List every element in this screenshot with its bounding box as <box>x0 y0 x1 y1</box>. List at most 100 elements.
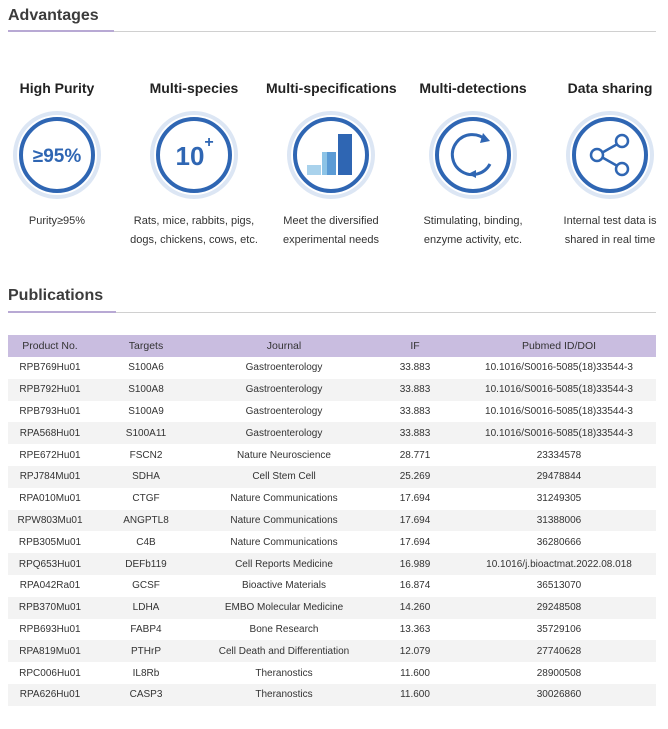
feature-high-purity: High Purity ≥95% Purity≥95% <box>0 78 122 231</box>
impact-factor-cell: 16.989 <box>368 553 462 575</box>
publications-rule <box>8 312 656 313</box>
target-cell: C4B <box>136 536 156 548</box>
table-row: RPB792Hu01 S100A8 Gastroenterology 33.883 10… <box>8 378 656 401</box>
column-header: IF <box>368 335 462 357</box>
feature-title: Multi-specifications <box>266 80 397 96</box>
impact-factor-cell: 28.771 <box>399 449 431 461</box>
impact-factor-cell: 25.269 <box>368 465 462 488</box>
column-header: Product No. <box>8 335 92 357</box>
product-no-cell: RPA626Hu01 <box>8 683 92 706</box>
product-no-cell: RPB769Hu01 <box>19 362 81 374</box>
feature-multi-specifications: Multi-specifications Meet the diversifie… <box>266 78 397 250</box>
target-cell: GCSF <box>132 580 160 592</box>
journal-cell: Nature Communications <box>200 509 368 532</box>
column-header: Journal <box>200 335 368 357</box>
species-badge-plus: + <box>204 134 213 151</box>
product-no-cell: RPJ784Mu01 <box>8 465 92 488</box>
impact-factor-cell: 33.883 <box>399 405 431 417</box>
journal-cell: Nature Neuroscience <box>237 449 331 461</box>
impact-factor-cell: 33.883 <box>399 362 431 374</box>
journal-cell: Theranostics <box>255 667 313 679</box>
target-cell: FSCN2 <box>129 449 163 461</box>
publications-table: Product No. Targets Journal IF Pubmed ID… <box>8 335 656 706</box>
impact-factor-cell: 14.260 <box>368 596 462 619</box>
species-badge-number: 10 <box>176 141 205 171</box>
journal-cell: Nature Communications <box>230 536 338 548</box>
journal-cell: EMBO Molecular Medicine <box>200 596 368 619</box>
publications-title: Publications <box>8 287 104 304</box>
impact-factor-cell: 17.694 <box>368 509 462 532</box>
feature-multi-species: Multi-species 10 + Rats, mice, rabbits, … <box>129 78 259 250</box>
impact-factor-cell: 33.883 <box>368 422 462 445</box>
impact-factor-cell: 17.694 <box>399 536 431 548</box>
target-cell: FABP4 <box>130 623 162 635</box>
impact-factor-cell: 11.600 <box>368 683 462 706</box>
feature-desc-line: Meet the diversified <box>283 215 379 227</box>
table-row: RPC006Hu01 IL8Rb Theranostics 11.600 2890050… <box>8 662 656 684</box>
product-no-cell: RPB793Hu01 <box>19 405 81 417</box>
feature-title: Data sharing <box>567 80 653 96</box>
table-row: RPA568Hu01 S100A11 Gastroenterology 33.883 1… <box>8 422 656 445</box>
pubmed-doi-cell: 10.1016/j.bioactmat.2022.08.018 <box>462 553 656 575</box>
journal-cell: Gastroenterology <box>245 405 323 417</box>
target-cell: LDHA <box>92 596 200 619</box>
table-row: RPA010Mu01 CTGF Nature Communications 17.69… <box>8 488 656 510</box>
feature-title: Multi-species <box>149 80 239 96</box>
table-row: RPA042Ra01 GCSF Bioactive Materials 16.874 3… <box>8 575 656 597</box>
table-row: RPQ653Hu01 DEFb119 Cell Reports Medicine 16… <box>8 553 656 575</box>
product-no-cell: RPA819Mu01 <box>8 640 92 663</box>
table-row: RPW803Mu01 ANGPTL8 Nature Communications 17… <box>8 509 656 532</box>
pubmed-doi-cell: 36513070 <box>536 580 582 592</box>
journal-cell: Bone Research <box>249 623 319 635</box>
product-no-cell: RPC006Hu01 <box>19 667 81 679</box>
table-header-row: Product No. Targets Journal IF Pubmed ID… <box>8 335 656 357</box>
target-cell: S100A9 <box>128 405 164 417</box>
journal-cell: Gastroenterology <box>200 422 368 445</box>
publications-accent-rule <box>8 311 116 313</box>
journal-cell: Nature Communications <box>230 493 338 505</box>
publications-table-body: RPB769Hu01 S100A6 Gastroenterology 33.883 10… <box>8 357 656 706</box>
table-row: RPJ784Mu01 SDHA Cell Stem Cell 25.269 294788… <box>8 465 656 488</box>
feature-multi-detections: Multi-detections Stimulating, binding, e… <box>408 78 538 250</box>
advantages-accent-rule <box>8 30 114 32</box>
feature-desc-line: Rats, mice, rabbits, pigs, <box>133 215 255 227</box>
feature-desc-line: Stimulating, binding, <box>423 215 523 227</box>
feature-data-sharing: Data sharing Internal test data is share… <box>545 78 668 250</box>
feature-desc-line: Internal test data is <box>563 215 657 227</box>
pubmed-doi-cell: 28900508 <box>536 667 582 679</box>
impact-factor-cell: 12.079 <box>368 640 462 663</box>
impact-factor-cell: 11.600 <box>400 667 430 679</box>
table-row: RPB370Mu01 LDHA EMBO Molecular Medicine 14.… <box>8 596 656 619</box>
product-no-cell: RPB693Hu01 <box>19 623 81 635</box>
target-cell: ANGPTL8 <box>92 509 200 532</box>
product-no-cell: RPW803Mu01 <box>8 509 92 532</box>
journal-cell: Gastroenterology <box>245 362 323 374</box>
impact-factor-cell: 16.874 <box>399 580 431 592</box>
table-row: RPB693Hu01 FABP4 Bone Research 13.363 357291… <box>8 619 656 641</box>
journal-cell: Bioactive Materials <box>242 580 326 592</box>
pubmed-doi-cell: 10.1016/S0016-5085(18)33544-3 <box>462 378 656 401</box>
feature-title: Multi-detections <box>419 80 527 96</box>
purity-badge-text: ≥95% <box>33 146 82 167</box>
product-no-cell: RPA010Mu01 <box>19 493 81 505</box>
target-cell: PTHrP <box>92 640 200 663</box>
column-header: Targets <box>92 335 200 357</box>
journal-cell: Cell Death and Differentiation <box>200 640 368 663</box>
pubmed-doi-cell: 23334578 <box>536 449 582 461</box>
pubmed-doi-cell: 36280666 <box>536 536 582 548</box>
table-row: RPB769Hu01 S100A6 Gastroenterology 33.883 10… <box>8 357 656 379</box>
feature-desc-line: dogs, chickens, cows, etc. <box>130 234 258 246</box>
column-header: Pubmed ID/DOI <box>462 335 656 357</box>
product-no-cell: RPA042Ra01 <box>19 580 81 592</box>
target-cell: IL8Rb <box>132 667 160 679</box>
product-no-cell: RPB792Hu01 <box>8 378 92 401</box>
table-row: RPA819Mu01 PTHrP Cell Death and Differenti… <box>8 640 656 663</box>
target-cell: CASP3 <box>92 683 200 706</box>
species-badge-icon: 10 + <box>149 110 239 200</box>
pubmed-doi-cell: 10.1016/S0016-5085(18)33544-3 <box>485 362 633 374</box>
share-icon <box>565 110 655 200</box>
impact-factor-cell: 13.363 <box>399 623 431 635</box>
feature-title: High Purity <box>19 80 95 96</box>
pubmed-doi-cell: 10.1016/S0016-5085(18)33544-3 <box>485 405 633 417</box>
pubmed-doi-cell: 30026860 <box>462 683 656 706</box>
